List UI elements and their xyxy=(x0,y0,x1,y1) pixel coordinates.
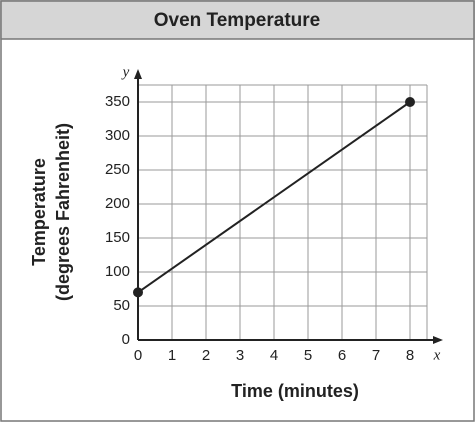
x-tick-label: 7 xyxy=(372,347,380,364)
x-tick-label: 6 xyxy=(338,347,346,364)
data-line xyxy=(137,101,411,294)
y-tick-label: 300 xyxy=(105,127,130,144)
x-tick-label: 8 xyxy=(406,347,414,364)
data-point xyxy=(133,287,143,298)
x-tick-label: 4 xyxy=(270,347,278,364)
data-point xyxy=(405,97,415,107)
x-tick-label: 5 xyxy=(304,347,312,364)
y-tick-label: 0 xyxy=(122,331,130,348)
y-tick-label: 200 xyxy=(105,195,130,212)
y-axis-arrow xyxy=(134,69,142,79)
y-tick-label: 250 xyxy=(105,161,130,178)
y-axis-letter: y xyxy=(121,64,130,80)
x-axis-label: Time (minutes) xyxy=(231,381,359,401)
x-tick-label: 2 xyxy=(202,347,210,364)
y-tick-label: 100 xyxy=(105,263,130,280)
x-axis-arrow xyxy=(433,336,443,344)
y-axis-label: Temperature xyxy=(29,158,49,266)
x-tick-label: 0 xyxy=(134,347,142,364)
y-axis-label: (degrees Fahrenheit) xyxy=(53,123,73,301)
x-tick-label: 1 xyxy=(168,347,176,364)
chart-title: Oven Temperature xyxy=(154,10,320,31)
y-tick-label: 150 xyxy=(105,229,130,246)
y-tick-label: 50 xyxy=(113,297,130,314)
y-tick-label: 350 xyxy=(105,93,130,110)
x-tick-label: 3 xyxy=(236,347,244,364)
header xyxy=(0,0,475,40)
x-axis-letter: x xyxy=(433,347,441,363)
